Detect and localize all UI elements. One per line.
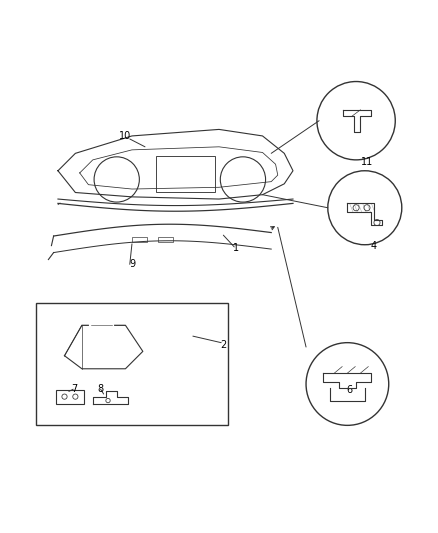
Bar: [56, 390, 84, 403]
Text: 8: 8: [98, 384, 104, 394]
Text: 11: 11: [361, 157, 373, 167]
Text: 2: 2: [220, 340, 226, 350]
Bar: [36, 303, 228, 425]
Text: 7: 7: [71, 384, 78, 394]
Bar: [158, 237, 173, 241]
Text: 6: 6: [346, 385, 353, 394]
Bar: [132, 237, 147, 241]
Bar: [156, 156, 215, 192]
Text: 1: 1: [233, 243, 240, 253]
Text: 10: 10: [119, 131, 131, 141]
Text: 9: 9: [129, 260, 135, 269]
Text: 4: 4: [371, 240, 377, 251]
